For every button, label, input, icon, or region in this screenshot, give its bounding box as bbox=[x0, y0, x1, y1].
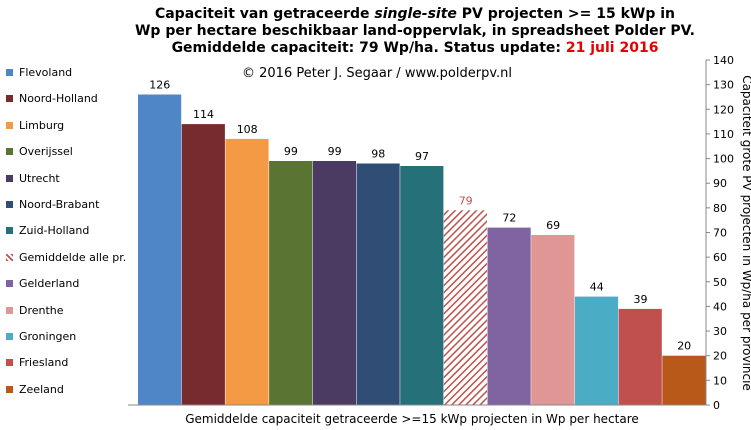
y-tick-label: 40 bbox=[713, 300, 727, 313]
y-tick-label: 110 bbox=[713, 128, 734, 141]
legend-label: Utrecht bbox=[19, 171, 60, 185]
data-label: 126 bbox=[149, 79, 170, 92]
y-tick-label: 100 bbox=[713, 153, 734, 166]
chart-title: Capaciteit van getraceerde single-site P… bbox=[0, 6, 751, 57]
y-tick-label: 20 bbox=[713, 350, 727, 363]
data-label: 72 bbox=[502, 212, 516, 225]
bar-groningen bbox=[574, 296, 619, 405]
legend-label: Friesland bbox=[19, 356, 69, 370]
legend-label: Flevoland bbox=[19, 66, 73, 79]
data-label: 69 bbox=[546, 219, 560, 232]
bars-group: 126 114 108 99 99 98 97 79 72 69 44 39 20 bbox=[138, 79, 706, 405]
y-tick-label: 10 bbox=[713, 374, 727, 387]
bar-zeeland bbox=[662, 355, 706, 405]
legend-swatch bbox=[6, 174, 13, 182]
data-label: 99 bbox=[284, 145, 298, 158]
y-tick-label: 130 bbox=[713, 79, 734, 92]
legend-label: Zuid-Holland bbox=[19, 224, 90, 238]
bar-zuid-holland bbox=[400, 166, 444, 405]
legend-swatch bbox=[6, 306, 13, 314]
legend-label: Overijssel bbox=[19, 145, 73, 159]
legend-label: Limburg bbox=[19, 118, 65, 132]
data-label: 114 bbox=[193, 108, 214, 121]
legend-label: Noord-Brabant bbox=[19, 198, 100, 211]
title-line-1: Capaciteit van getraceerde single-site P… bbox=[154, 6, 676, 22]
legend-label: Drenthe bbox=[19, 303, 64, 317]
data-label: 39 bbox=[634, 293, 648, 306]
y-axis-label: Capaciteit grote PV projecten in Wp/ha p… bbox=[740, 74, 751, 391]
copyright-note: © 2016 Peter J. Segaar / www.polderpv.nl bbox=[242, 66, 512, 81]
title-line-2: Wp per hectare beschikbaar land-oppervla… bbox=[134, 23, 695, 39]
legend-label: Zeeland bbox=[19, 382, 64, 396]
y-tick-label: 80 bbox=[713, 202, 727, 215]
bar-drenthe bbox=[531, 235, 575, 405]
data-label: 97 bbox=[415, 150, 429, 163]
legend-label: Groningen bbox=[19, 330, 77, 343]
bar-gemiddelde-alle-pr bbox=[443, 210, 487, 405]
y-tick-label: 60 bbox=[713, 251, 727, 264]
data-label: 99 bbox=[328, 145, 342, 158]
bar-limburg bbox=[225, 138, 269, 405]
data-label: 98 bbox=[371, 148, 385, 161]
y-tick-label: 120 bbox=[713, 103, 734, 116]
y-tick-label: 0 bbox=[713, 399, 720, 412]
bar-friesland bbox=[618, 308, 662, 405]
legend-label: Gemiddelde alle pr. bbox=[19, 250, 127, 264]
legend-swatch bbox=[6, 95, 13, 103]
legend-swatch bbox=[6, 333, 13, 340]
y-axis: 0 10 20 30 40 50 60 70 80 90 100 110 120 130 140 bbox=[128, 54, 734, 412]
legend-label: Noord-Holland bbox=[19, 92, 98, 106]
y-tick-label: 30 bbox=[713, 325, 727, 338]
status-date: 21 juli 2016 bbox=[565, 40, 659, 56]
data-label: 44 bbox=[590, 281, 604, 294]
title-line-3: Gemiddelde capaciteit: 79 Wp/ha. Status … bbox=[171, 40, 659, 56]
bar-noord-brabant bbox=[356, 163, 400, 405]
legend-swatch bbox=[6, 201, 13, 208]
y-tick-label: 50 bbox=[713, 276, 727, 289]
legend-swatch bbox=[6, 227, 13, 235]
bar-gelderland bbox=[487, 227, 531, 405]
legend-swatch bbox=[6, 69, 13, 76]
bar-overijssel bbox=[269, 161, 313, 405]
legend-swatch bbox=[6, 253, 13, 261]
bar-noord-holland bbox=[181, 124, 225, 405]
legend-swatch bbox=[6, 148, 13, 156]
data-label: 108 bbox=[237, 123, 258, 136]
legend-swatch bbox=[6, 121, 13, 129]
legend-swatch bbox=[6, 280, 13, 288]
y-tick-label: 70 bbox=[713, 227, 727, 240]
bar-utrecht bbox=[312, 161, 356, 405]
y-tick-label: 140 bbox=[713, 54, 734, 67]
y-tick-label: 90 bbox=[713, 177, 727, 190]
x-axis-label: Gemiddelde capaciteit getraceerde >=15 k… bbox=[185, 412, 639, 426]
data-label: 20 bbox=[677, 340, 691, 353]
legend-label: Gelderland bbox=[19, 277, 80, 291]
legend-swatch bbox=[6, 359, 13, 367]
bar-flevoland bbox=[138, 94, 182, 405]
data-label: 79 bbox=[459, 194, 473, 207]
legend-swatch bbox=[6, 385, 13, 393]
